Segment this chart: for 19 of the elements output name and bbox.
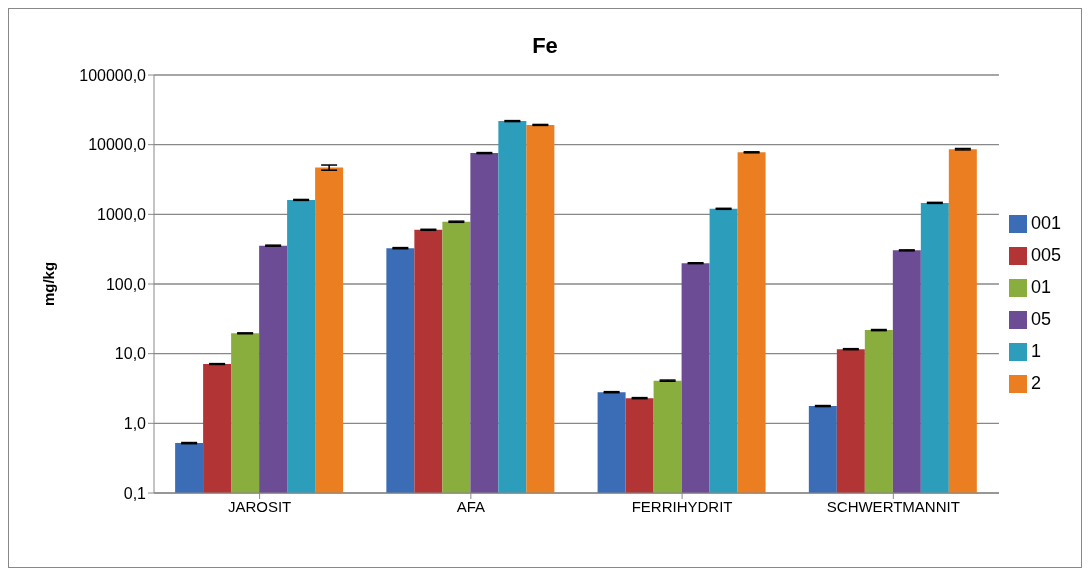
x-tick-label: SCHWERTMANNIT bbox=[826, 497, 960, 515]
y-tick-label: 100,0 bbox=[105, 275, 147, 293]
y-tick-label: 0,1 bbox=[123, 484, 147, 502]
y-tick-label: 100000,0 bbox=[79, 66, 147, 84]
y-tick-label: 1000,0 bbox=[97, 206, 147, 224]
x-tick-label: JAROSIT bbox=[227, 497, 292, 515]
legend-label: 005 bbox=[1030, 245, 1061, 265]
x-tick-label: AFA bbox=[456, 497, 486, 515]
legend-label: 1 bbox=[1030, 341, 1041, 361]
legend-label: 05 bbox=[1030, 309, 1051, 329]
y-tick-label: 1,0 bbox=[123, 415, 147, 433]
y-tick-label: 10000,0 bbox=[88, 136, 147, 154]
chart-title: Fe bbox=[531, 33, 559, 60]
y-axis-title: mg/kg bbox=[40, 261, 58, 307]
legend-label: 001 bbox=[1030, 213, 1061, 233]
x-tick-label: FERRIHYDRIT bbox=[631, 497, 733, 515]
legend-label: 01 bbox=[1030, 277, 1051, 297]
legend-label: 2 bbox=[1030, 373, 1041, 393]
y-tick-label: 10,0 bbox=[114, 345, 147, 363]
